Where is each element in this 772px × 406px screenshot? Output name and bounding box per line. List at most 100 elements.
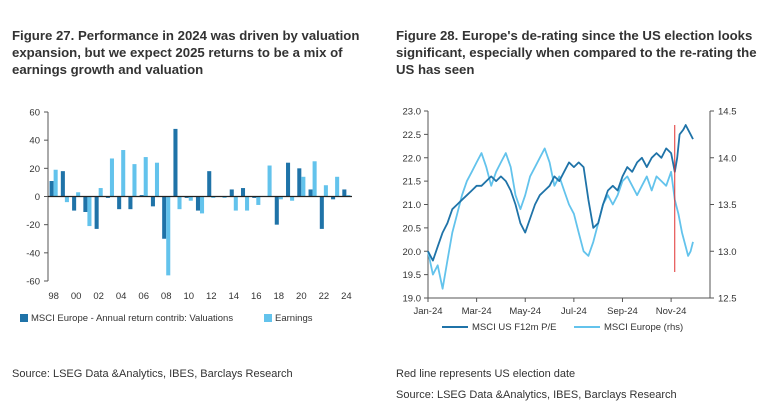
x-tick-label: 08 bbox=[161, 291, 172, 302]
line-chart: 19.0 19.5 20.0 20.5 21.0 21.5 22.0 22.5 23.0 12.5… bbox=[403, 107, 737, 334]
figure-28-title: Figure 28. Europe's de-rating since the … bbox=[396, 28, 757, 77]
right-y-tick-label: 14.0 bbox=[718, 153, 737, 164]
earnings-bar bbox=[290, 196, 295, 201]
left-y-tick-label: 22.0 bbox=[403, 153, 422, 164]
figure-28-source: Source: LSEG Data &Analytics, IBES, Barc… bbox=[396, 389, 677, 401]
valuation-bar bbox=[117, 196, 122, 210]
y-tick-label: -40 bbox=[26, 248, 40, 259]
x-tick-label: 14 bbox=[228, 291, 239, 302]
x-tick-label: Mar-24 bbox=[462, 306, 492, 317]
valuation-bar bbox=[83, 196, 88, 212]
valuation-bar bbox=[319, 196, 324, 229]
right-y-tick-label: 14.5 bbox=[718, 107, 737, 118]
figure-27-panel: Figure 27. Performance in 2024 was drive… bbox=[12, 28, 360, 380]
figure-28-panel: Figure 28. Europe's de-rating since the … bbox=[386, 0, 772, 406]
us-pe-series-line bbox=[427, 124, 694, 262]
left-y-tick-label: 19.5 bbox=[403, 270, 422, 281]
valuation-bar bbox=[184, 196, 189, 198]
x-tick-label: 06 bbox=[138, 291, 149, 302]
figure-27-source: Source: LSEG Data &Analytics, IBES, Barc… bbox=[12, 368, 293, 380]
x-tick-label: 16 bbox=[251, 291, 262, 302]
valuation-bar bbox=[229, 189, 234, 197]
left-y-tick-label: 23.0 bbox=[403, 107, 422, 118]
y-tick-label: 40 bbox=[29, 136, 40, 147]
valuation-bar bbox=[274, 196, 279, 225]
earnings-bar bbox=[87, 196, 92, 227]
earnings-bar bbox=[233, 196, 238, 211]
valuation-bar bbox=[105, 196, 110, 198]
legend-label-earnings: Earnings bbox=[275, 313, 313, 324]
earnings-bar bbox=[53, 169, 58, 197]
valuation-bar bbox=[162, 196, 167, 239]
left-y-tick-label: 20.5 bbox=[403, 223, 422, 234]
earnings-bar bbox=[301, 176, 306, 197]
bar-chart: -60 -40 -20 0 20 40 60 98 00 02 04 06 08 10 12 14 16 18 20… bbox=[20, 108, 352, 324]
earnings-bar bbox=[143, 157, 148, 197]
earnings-bar bbox=[154, 162, 160, 197]
x-tick-label: Sep-24 bbox=[607, 306, 638, 317]
earnings-bar bbox=[64, 196, 69, 203]
earnings-bar bbox=[312, 161, 317, 197]
earnings-bar bbox=[177, 196, 182, 210]
y-tick-label: -20 bbox=[26, 220, 40, 231]
earnings-bar bbox=[256, 196, 261, 205]
earnings-bar bbox=[188, 196, 193, 201]
earnings-bar bbox=[109, 158, 114, 197]
valuation-bar bbox=[195, 196, 200, 211]
x-tick-label: 04 bbox=[116, 291, 127, 302]
y-tick-label: 20 bbox=[29, 164, 40, 175]
legend-swatch-earnings bbox=[264, 314, 272, 322]
earnings-bar bbox=[98, 188, 103, 197]
x-tick-label: 00 bbox=[71, 291, 82, 302]
valuation-bar bbox=[72, 196, 77, 211]
x-tick-label: May-24 bbox=[509, 306, 541, 317]
valuation-bar bbox=[173, 128, 178, 197]
right-y-tick-label: 12.5 bbox=[718, 294, 737, 305]
valuation-bar bbox=[240, 188, 246, 197]
figure-27-title: Figure 27. Performance in 2024 was drive… bbox=[12, 28, 360, 77]
left-y-tick-label: 22.5 bbox=[403, 130, 422, 141]
valuation-bar bbox=[331, 196, 336, 200]
y-tick-label: -60 bbox=[26, 277, 40, 288]
earnings-bar bbox=[121, 150, 126, 197]
legend-swatch-valuations bbox=[20, 314, 28, 322]
valuation-bar bbox=[94, 196, 99, 229]
figure-28-note: Red line represents US election date bbox=[396, 368, 576, 380]
left-y-tick-label: 20.0 bbox=[403, 247, 422, 258]
earnings-bar bbox=[323, 185, 328, 197]
valuation-bar bbox=[139, 195, 144, 197]
earnings-bar bbox=[166, 196, 171, 276]
earnings-bar bbox=[211, 196, 216, 198]
x-tick-label: Jul-24 bbox=[561, 306, 587, 317]
y-tick-label: 0 bbox=[35, 192, 40, 203]
x-tick-label: 20 bbox=[296, 291, 307, 302]
right-y-tick-label: 13.5 bbox=[718, 200, 737, 211]
earnings-bar bbox=[132, 164, 137, 197]
earnings-bar bbox=[267, 165, 272, 197]
earnings-bar bbox=[245, 196, 250, 211]
left-y-tick-label: 19.0 bbox=[403, 294, 422, 305]
x-tick-label: 02 bbox=[93, 291, 104, 302]
valuation-bar bbox=[207, 171, 212, 197]
earnings-bar bbox=[335, 176, 340, 197]
valuation-bar bbox=[60, 171, 65, 197]
valuation-bar bbox=[150, 196, 155, 207]
earnings-bar bbox=[278, 196, 283, 200]
legend-label-europe: MSCI Europe (rhs) bbox=[604, 322, 683, 333]
left-y-tick-label: 21.0 bbox=[403, 200, 422, 211]
y-tick-label: 60 bbox=[29, 108, 40, 119]
valuation-bar bbox=[342, 189, 347, 197]
valuation-bar bbox=[128, 196, 133, 210]
left-y-tick-label: 21.5 bbox=[403, 177, 422, 188]
valuation-bar bbox=[49, 181, 54, 197]
x-tick-label: Jan-24 bbox=[413, 306, 442, 317]
earnings-bar bbox=[346, 195, 351, 197]
valuation-bar bbox=[252, 196, 257, 198]
valuation-bar bbox=[308, 189, 313, 197]
legend-label-valuations: MSCI Europe - Annual return contrib: Val… bbox=[31, 313, 233, 324]
earnings-bar bbox=[222, 196, 227, 198]
earnings-bar bbox=[76, 192, 81, 197]
legend-label-us-pe: MSCI US F12m P/E bbox=[472, 322, 556, 333]
x-tick-label: 98 bbox=[48, 291, 59, 302]
valuation-bar bbox=[286, 162, 291, 197]
